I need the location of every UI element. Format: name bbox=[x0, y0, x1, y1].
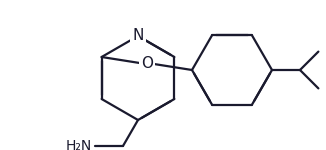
Text: H₂N: H₂N bbox=[66, 139, 92, 150]
Text: N: N bbox=[132, 28, 144, 44]
Text: O: O bbox=[141, 56, 153, 71]
